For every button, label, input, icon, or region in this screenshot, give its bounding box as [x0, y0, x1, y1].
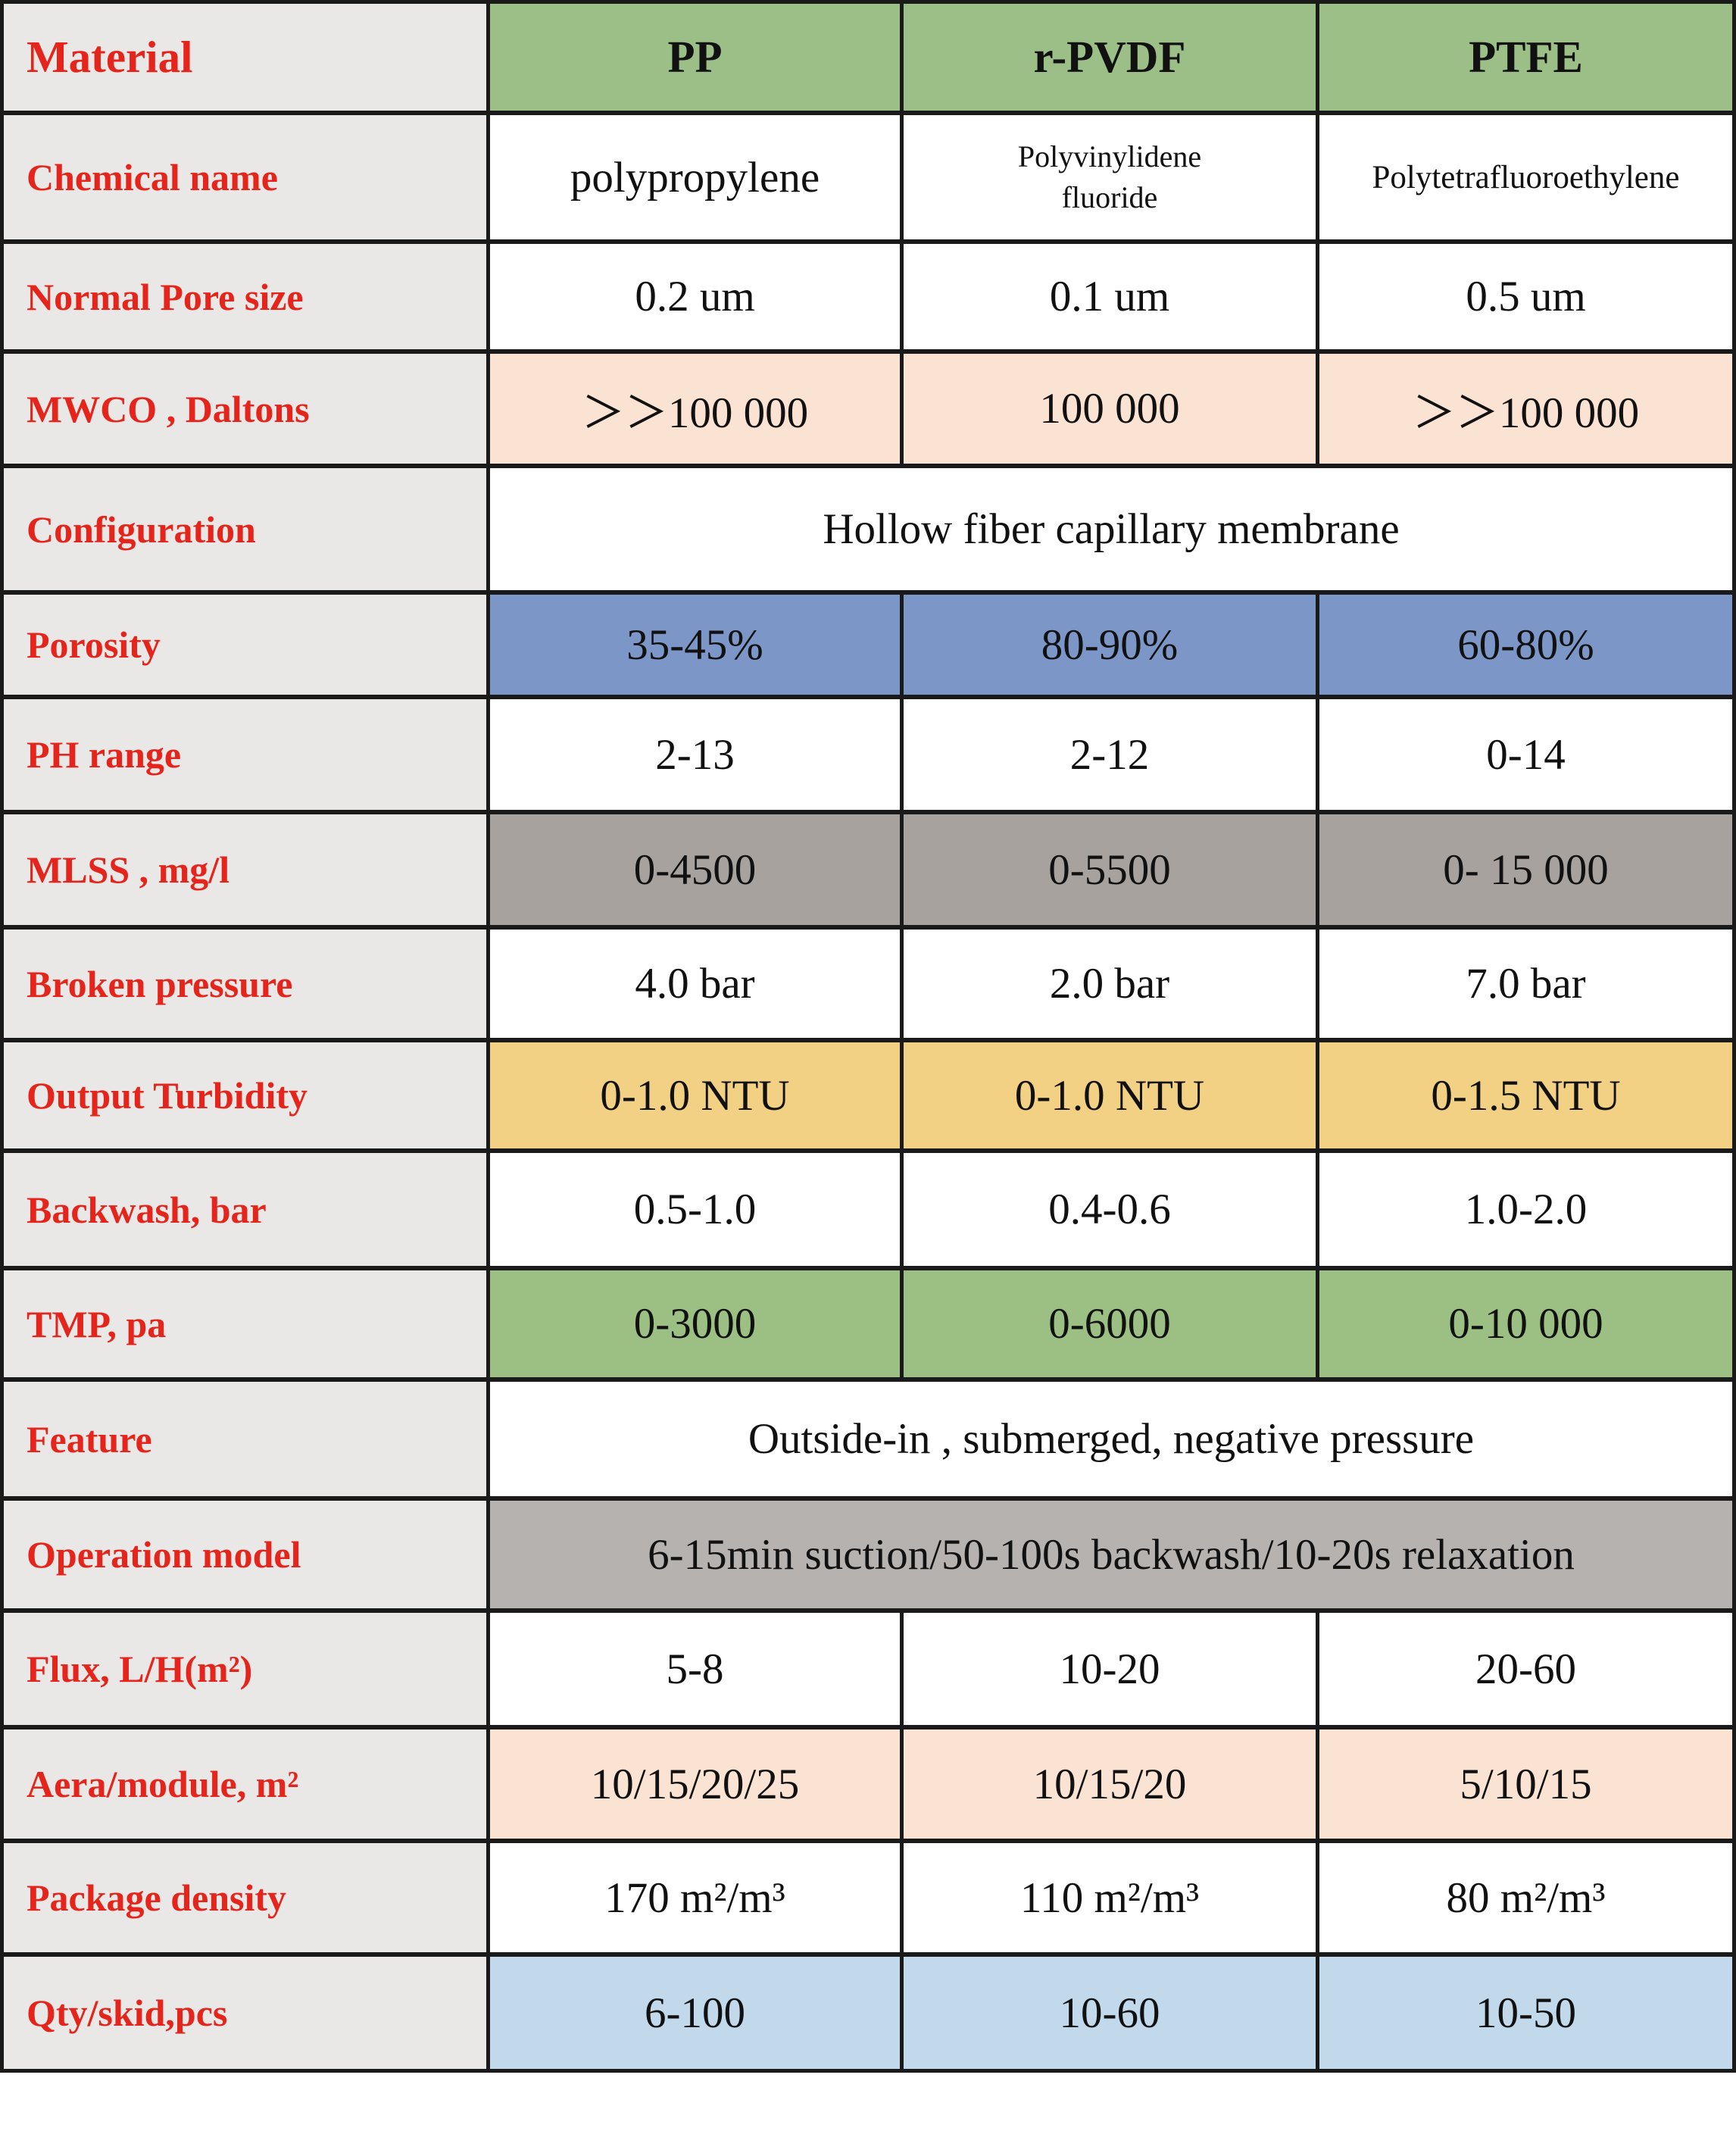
table-cell: 80-90%	[904, 595, 1319, 699]
table-cell: 1.0-2.0	[1319, 1153, 1732, 1270]
table-cell: 0-10 000	[1319, 1270, 1732, 1382]
row-label-mlss: MLSS , mg/l	[4, 814, 490, 930]
table-cell: 0.4-0.6	[904, 1153, 1319, 1270]
table-cell: 5-8	[490, 1613, 904, 1729]
column-header-r-pvdf: r-PVDF	[904, 4, 1319, 115]
table-cell: 100 000	[904, 354, 1319, 468]
row-label-feature: Feature	[4, 1382, 490, 1501]
row-label-tmp: TMP, pa	[4, 1270, 490, 1382]
table-cell: 170 m²/m³	[490, 1843, 904, 1957]
row-label-configuration: Configuration	[4, 468, 490, 595]
row-label-operation-model: Operation model	[4, 1501, 490, 1613]
table-cell: 0-5500	[904, 814, 1319, 930]
comparison-table: Material PP r-PVDF PTFE Chemical name po…	[0, 0, 1736, 2073]
row-label-porosity: Porosity	[4, 595, 490, 699]
table-cell: 0.1 um	[904, 244, 1319, 354]
table-cell: 10/15/20/25	[490, 1729, 904, 1843]
table-cell: 20-60	[1319, 1613, 1732, 1729]
row-label-aera-module: Aera/module, m²	[4, 1729, 490, 1843]
row-label-qty-skid: Qty/skid,pcs	[4, 1957, 490, 2069]
row-label-mwco: MWCO , Daltons	[4, 354, 490, 468]
row-label-output-turbidity: Output Turbidity	[4, 1042, 490, 1153]
column-header-ptfe: PTFE	[1319, 4, 1732, 115]
table-cell-chemical-ptfe: Polytetrafluoroethylene	[1319, 115, 1732, 244]
table-cell: 0-1.0 NTU	[490, 1042, 904, 1153]
table-cell: 10-20	[904, 1613, 1319, 1729]
table-cell: 60-80%	[1319, 595, 1732, 699]
table-cell: 0.2 um	[490, 244, 904, 354]
table-cell: 2.0 bar	[904, 930, 1319, 1042]
table-cell-operation-model-merged: 6-15min suction/50-100s backwash/10-20s …	[490, 1501, 1732, 1613]
table-cell: 35-45%	[490, 595, 904, 699]
row-label-backwash: Backwash, bar	[4, 1153, 490, 1270]
table-cell: 0-14	[1319, 699, 1732, 814]
table-cell-configuration-merged: Hollow fiber capillary membrane	[490, 468, 1732, 595]
table-cell: 0-1.0 NTU	[904, 1042, 1319, 1153]
table-cell: 7.0 bar	[1319, 930, 1732, 1042]
row-label-material: Material	[4, 4, 490, 115]
table-cell: 80 m²/m³	[1319, 1843, 1732, 1957]
table-cell: 110 m²/m³	[904, 1843, 1319, 1957]
table-cell: 10-60	[904, 1957, 1319, 2069]
row-label-package-density: Package density	[4, 1843, 490, 1957]
table-cell: 10-50	[1319, 1957, 1732, 2069]
table-cell: 0-4500	[490, 814, 904, 930]
table-cell: 0-3000	[490, 1270, 904, 1382]
row-label-ph-range: PH range	[4, 699, 490, 814]
table-cell: 10/15/20	[904, 1729, 1319, 1843]
row-label-pore-size: Normal Pore size	[4, 244, 490, 354]
table-cell: ＞＞100 000	[490, 354, 904, 468]
table-cell: 2-12	[904, 699, 1319, 814]
table-cell: 0- 15 000	[1319, 814, 1732, 930]
table-cell-chemical-pp: polypropylene	[490, 115, 904, 244]
table-cell: 5/10/15	[1319, 1729, 1732, 1843]
table-cell: 0.5 um	[1319, 244, 1732, 354]
row-label-chemical-name: Chemical name	[4, 115, 490, 244]
table-cell: ＞＞100 000	[1319, 354, 1732, 468]
row-label-flux: Flux, L/H(m²)	[4, 1613, 490, 1729]
column-header-pp: PP	[490, 4, 904, 115]
table-cell: 0-1.5 NTU	[1319, 1042, 1732, 1153]
table-cell: 0-6000	[904, 1270, 1319, 1382]
table-cell-feature-merged: Outside-in , submerged, negative pressur…	[490, 1382, 1732, 1501]
table-cell: 0.5-1.0	[490, 1153, 904, 1270]
table-cell: 4.0 bar	[490, 930, 904, 1042]
row-label-broken-pressure: Broken pressure	[4, 930, 490, 1042]
table-cell-chemical-r-pvdf: Polyvinylidene fluoride	[904, 115, 1319, 244]
table-cell: 2-13	[490, 699, 904, 814]
table-cell: 6-100	[490, 1957, 904, 2069]
